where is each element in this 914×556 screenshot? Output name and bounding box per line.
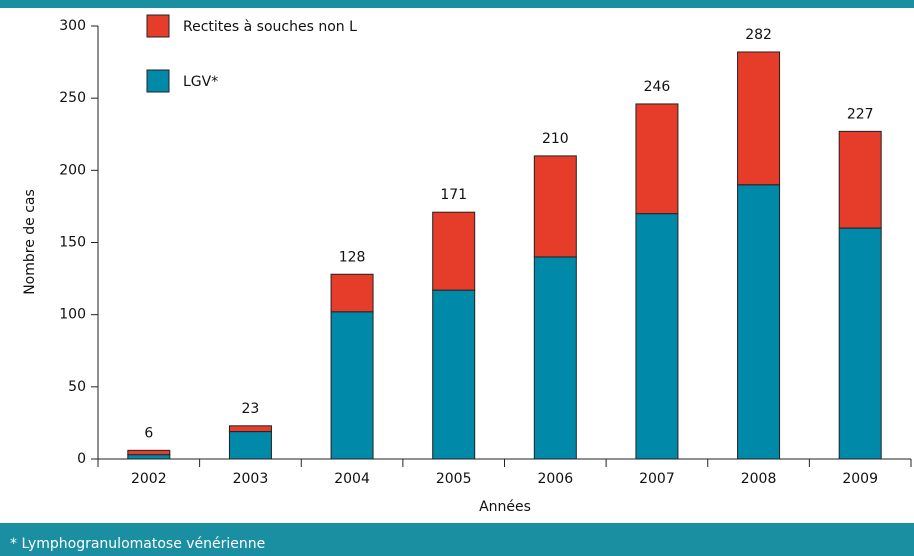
bar-segment — [737, 184, 781, 460]
bar-segment — [432, 289, 476, 460]
y-tick-label: 200 — [59, 162, 86, 178]
x-axis-label: Années — [479, 499, 531, 515]
bar-segment — [432, 211, 476, 291]
x-tick-label: 2003 — [233, 471, 269, 487]
y-tick-label: 100 — [59, 307, 86, 323]
total-label: 282 — [745, 27, 772, 43]
bar-segment — [228, 425, 272, 433]
x-tick-label: 2005 — [436, 471, 472, 487]
bar-segment — [533, 256, 577, 460]
bar-segment — [737, 51, 781, 186]
total-label: 23 — [242, 401, 260, 417]
bar-segment — [533, 155, 577, 258]
total-label: 246 — [644, 79, 671, 95]
total-label: 6 — [144, 425, 153, 441]
total-label: 227 — [847, 106, 874, 122]
x-tick-label: 2006 — [537, 471, 573, 487]
legend-label: Rectites à souches non L — [183, 19, 357, 35]
legend-swatch — [146, 69, 170, 93]
x-tick-label: 2002 — [131, 471, 167, 487]
bar-segment — [838, 130, 882, 229]
bar-segment — [330, 311, 374, 460]
bar-segment — [330, 273, 374, 313]
x-tick-label: 2007 — [639, 471, 675, 487]
y-axis-label: Nombre de cas — [22, 189, 38, 295]
bar-segment — [127, 449, 171, 456]
y-tick-label: 50 — [68, 379, 86, 395]
legend-swatch — [146, 14, 170, 38]
bar-segment — [127, 454, 171, 460]
top-band — [0, 0, 914, 8]
bar-segment — [635, 103, 679, 215]
y-tick-label: 250 — [59, 90, 86, 106]
x-tick-label: 2008 — [741, 471, 777, 487]
total-label: 210 — [542, 131, 569, 147]
bar-segment — [228, 431, 272, 460]
total-label: 128 — [339, 249, 366, 265]
x-tick-label: 2004 — [334, 471, 370, 487]
bar-segment — [838, 227, 882, 460]
y-tick-label: 150 — [59, 235, 86, 251]
y-tick-label: 300 — [59, 18, 86, 34]
total-label: 171 — [440, 187, 467, 203]
footer-band — [0, 523, 914, 556]
legend-label: LGV* — [183, 74, 218, 90]
bar-segment — [635, 213, 679, 460]
x-tick-label: 2009 — [842, 471, 878, 487]
footnote: * Lymphogranulomatose vénérienne — [10, 536, 265, 552]
y-tick-label: 0 — [77, 451, 86, 467]
